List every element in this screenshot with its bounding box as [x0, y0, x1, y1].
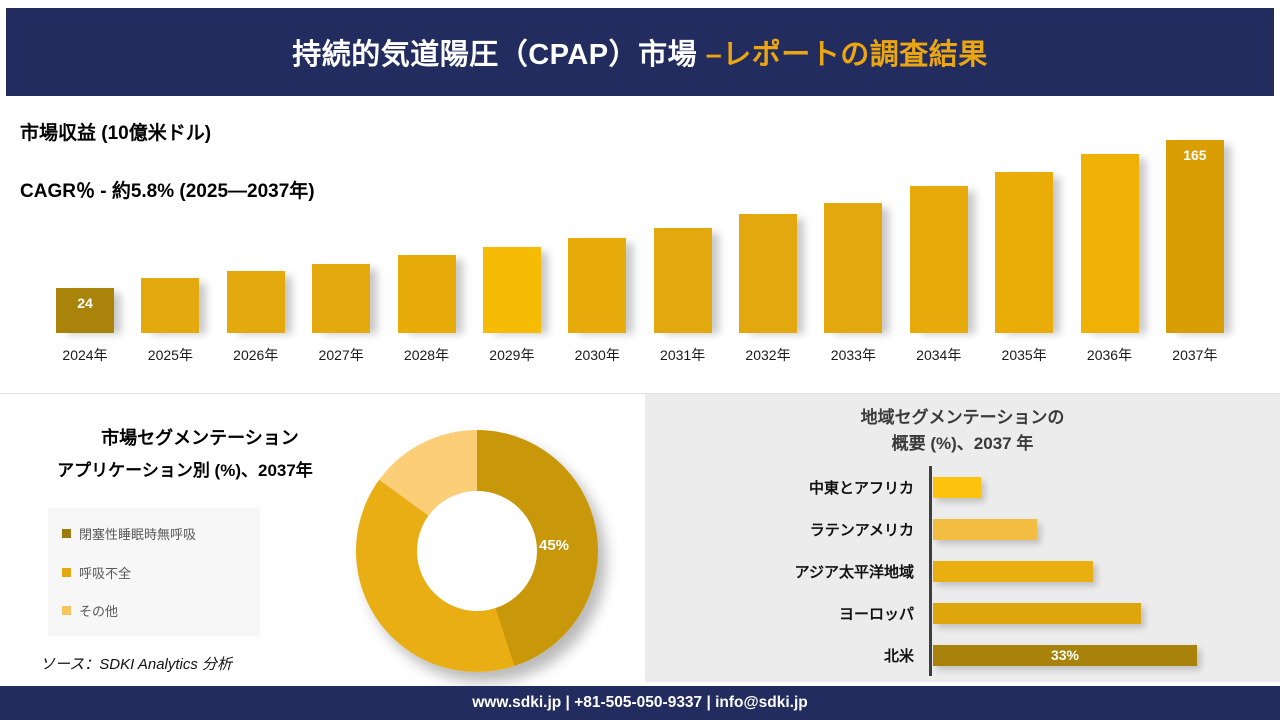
revenue-bar-column: 2027年: [312, 264, 371, 365]
bar-value-label: 24: [77, 295, 93, 311]
revenue-bar-column: 2025年: [141, 278, 200, 365]
revenue-bar: [312, 264, 371, 333]
revenue-bar: [653, 228, 712, 333]
segmentation-title: 市場セグメンテーション: [101, 428, 299, 448]
region-row: アジア太平洋地域: [645, 550, 1260, 592]
legend-item: 閉塞性睡眠時無呼吸: [62, 524, 246, 543]
year-axis-label: 2037年: [1172, 347, 1218, 363]
donut-chart: 45%: [356, 430, 598, 672]
page-title-accent: –レポートの調査結果: [705, 39, 988, 71]
revenue-bar-column: 2032年: [739, 214, 797, 365]
footer-banner: www.sdki.jp | +81-505-050-9337 | info@sd…: [0, 686, 1280, 720]
region-row: 北米 33%: [645, 634, 1260, 676]
region-title-line1: 地域セグメンテーションの: [860, 408, 1065, 427]
region-row: ヨーロッパ: [645, 592, 1260, 634]
year-axis-label: 2028年: [403, 347, 450, 363]
legend-swatch: [62, 529, 71, 538]
segmentation-panel: 市場セグメンテーション アプリケーション別 (%)、2037年 閉塞性睡眠時無呼…: [0, 394, 641, 682]
legend-item: 呼吸不全: [62, 563, 246, 582]
year-axis-label: 2029年: [489, 347, 535, 363]
region-bar: [933, 518, 1037, 540]
year-axis-label: 2027年: [318, 347, 364, 363]
segmentation-legend: 閉塞性睡眠時無呼吸 呼吸不全その他: [48, 508, 260, 636]
legend-label: その他: [79, 604, 119, 619]
revenue-bar: [824, 203, 883, 333]
revenue-bar-column: 2035年: [995, 172, 1054, 365]
revenue-bar-column: 2036年: [1080, 154, 1139, 365]
year-axis-label: 2034年: [916, 347, 962, 363]
source-note: ソース：SDKI Analytics 分析: [40, 656, 233, 673]
revenue-bar-column: 2033年: [824, 203, 883, 365]
region-row: 中東とアフリカ: [645, 466, 1260, 508]
region-bar: [933, 476, 981, 498]
revenue-bar-column: 165 2037年: [1165, 140, 1224, 365]
revenue-bar: [482, 247, 541, 333]
region-label: 中東とアフリカ: [808, 479, 914, 497]
revenue-bar-column: 2031年: [653, 228, 712, 365]
segmentation-subtitle: アプリケーション別 (%)、2037年: [57, 461, 313, 480]
region-value-label: 33%: [1050, 647, 1080, 663]
legend-swatch: [62, 567, 71, 577]
bottom-section: 市場セグメンテーション アプリケーション別 (%)、2037年 閉塞性睡眠時無呼…: [0, 393, 1280, 682]
revenue-bar: [226, 271, 285, 333]
year-axis-label: 2031年: [660, 347, 706, 363]
revenue-bars: 24 2024年 2025年 2026年 2027年 2028年 2029年 2030年 203…: [0, 140, 1280, 365]
region-label: ラテンアメリカ: [809, 521, 914, 539]
legend-swatch: [62, 606, 71, 615]
year-axis-label: 2036年: [1086, 347, 1133, 363]
revenue-bar-column: 2028年: [397, 255, 456, 365]
region-rows: 中東とアフリカ ラテンアメリカアジア太平洋地域ヨーロッパ北米 33%: [645, 466, 1260, 676]
legend-item: その他: [62, 601, 246, 620]
revenue-chart-section: 市場収益 (10億米ドル) CAGR％ - 約5.8% (2025―2037年)…: [0, 96, 1280, 393]
region-label: アジア太平洋地域: [794, 563, 914, 581]
region-bar: [933, 560, 1093, 582]
revenue-bar-column: 2034年: [909, 186, 968, 365]
revenue-bar: [1080, 154, 1139, 333]
page-title: 持続的気道陽圧（CPAP）市場 –レポートの調査結果: [292, 31, 988, 73]
revenue-bar: [568, 238, 627, 333]
region-bar: [933, 602, 1141, 624]
region-title-line2: 概要 (%)、2037 年: [891, 434, 1034, 453]
donut-percentage-label: 45%: [539, 537, 570, 554]
revenue-cagr-label: CAGR％ - 約5.8% (2025―2037年): [20, 181, 315, 202]
year-axis-label: 2025年: [147, 347, 193, 363]
revenue-bar-column: 2030年: [568, 238, 627, 365]
bar-value-label: 165: [1183, 147, 1207, 163]
revenue-axis-label: 市場収益 (10億米ドル): [20, 123, 212, 144]
footer-contact: www.sdki.jp | +81-505-050-9337 | info@sd…: [472, 694, 808, 711]
page-title-main: 持続的気道陽圧（CPAP）市場: [292, 39, 706, 71]
revenue-bar: 24: [56, 288, 114, 333]
revenue-bar-column: 24 2024年: [56, 288, 114, 365]
region-label: ヨーロッパ: [838, 605, 914, 623]
region-row: ラテンアメリカ: [645, 508, 1260, 550]
region-label: 北米: [883, 647, 914, 665]
year-axis-label: 2024年: [62, 347, 108, 363]
year-axis-label: 2035年: [1001, 347, 1047, 363]
header-banner: 持続的気道陽圧（CPAP）市場 –レポートの調査結果: [6, 8, 1274, 96]
revenue-bar: [909, 186, 968, 333]
year-axis-label: 2032年: [745, 347, 791, 363]
region-bar: 33%: [933, 644, 1197, 666]
legend-label: 呼吸不全: [79, 565, 132, 581]
revenue-bar: [397, 255, 456, 333]
region-panel: 地域セグメンテーションの 概要 (%)、2037 年 中東とアフリカ ラテンアメリ…: [645, 394, 1280, 682]
year-axis-label: 2033年: [830, 347, 876, 363]
revenue-bar: [995, 172, 1054, 333]
revenue-bar: 165: [1165, 140, 1224, 333]
revenue-bar-column: 2026年: [226, 271, 285, 365]
revenue-bar-column: 2029年: [482, 247, 541, 365]
year-axis-label: 2030年: [574, 347, 620, 363]
revenue-bar: [141, 278, 200, 333]
legend-label: 閉塞性睡眠時無呼吸: [79, 527, 197, 542]
revenue-bar: [739, 214, 797, 333]
year-axis-label: 2026年: [233, 347, 279, 363]
donut-hole: [417, 491, 537, 611]
